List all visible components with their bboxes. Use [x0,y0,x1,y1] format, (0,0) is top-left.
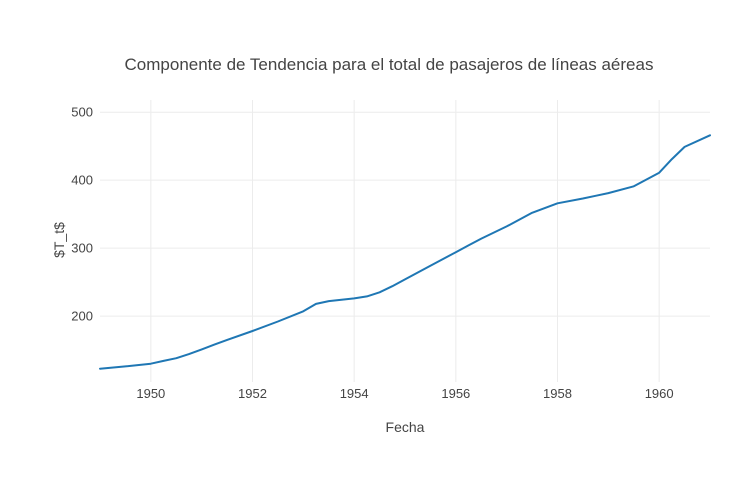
grid [100,100,710,382]
chart-title: Componente de Tendencia para el total de… [125,55,654,74]
series-layer [99,134,711,370]
x-tick-label: 1952 [238,386,267,401]
x-tick-label: 1954 [340,386,369,401]
trend-line [99,134,711,370]
y-tick-label: 500 [71,105,93,120]
y-tick-label: 400 [71,173,93,188]
tick-labels: 1950 1952 1954 1956 1958 1960 200 300 400 500 [71,105,673,401]
x-tick-label: 1956 [441,386,470,401]
x-axis-label: Fecha [386,419,425,435]
y-axis-label: $T_t$ [51,222,67,258]
x-tick-label: 1950 [136,386,165,401]
y-tick-label: 300 [71,241,93,256]
x-tick-label: 1960 [645,386,674,401]
y-tick-label: 200 [71,309,93,324]
x-tick-label: 1958 [543,386,572,401]
